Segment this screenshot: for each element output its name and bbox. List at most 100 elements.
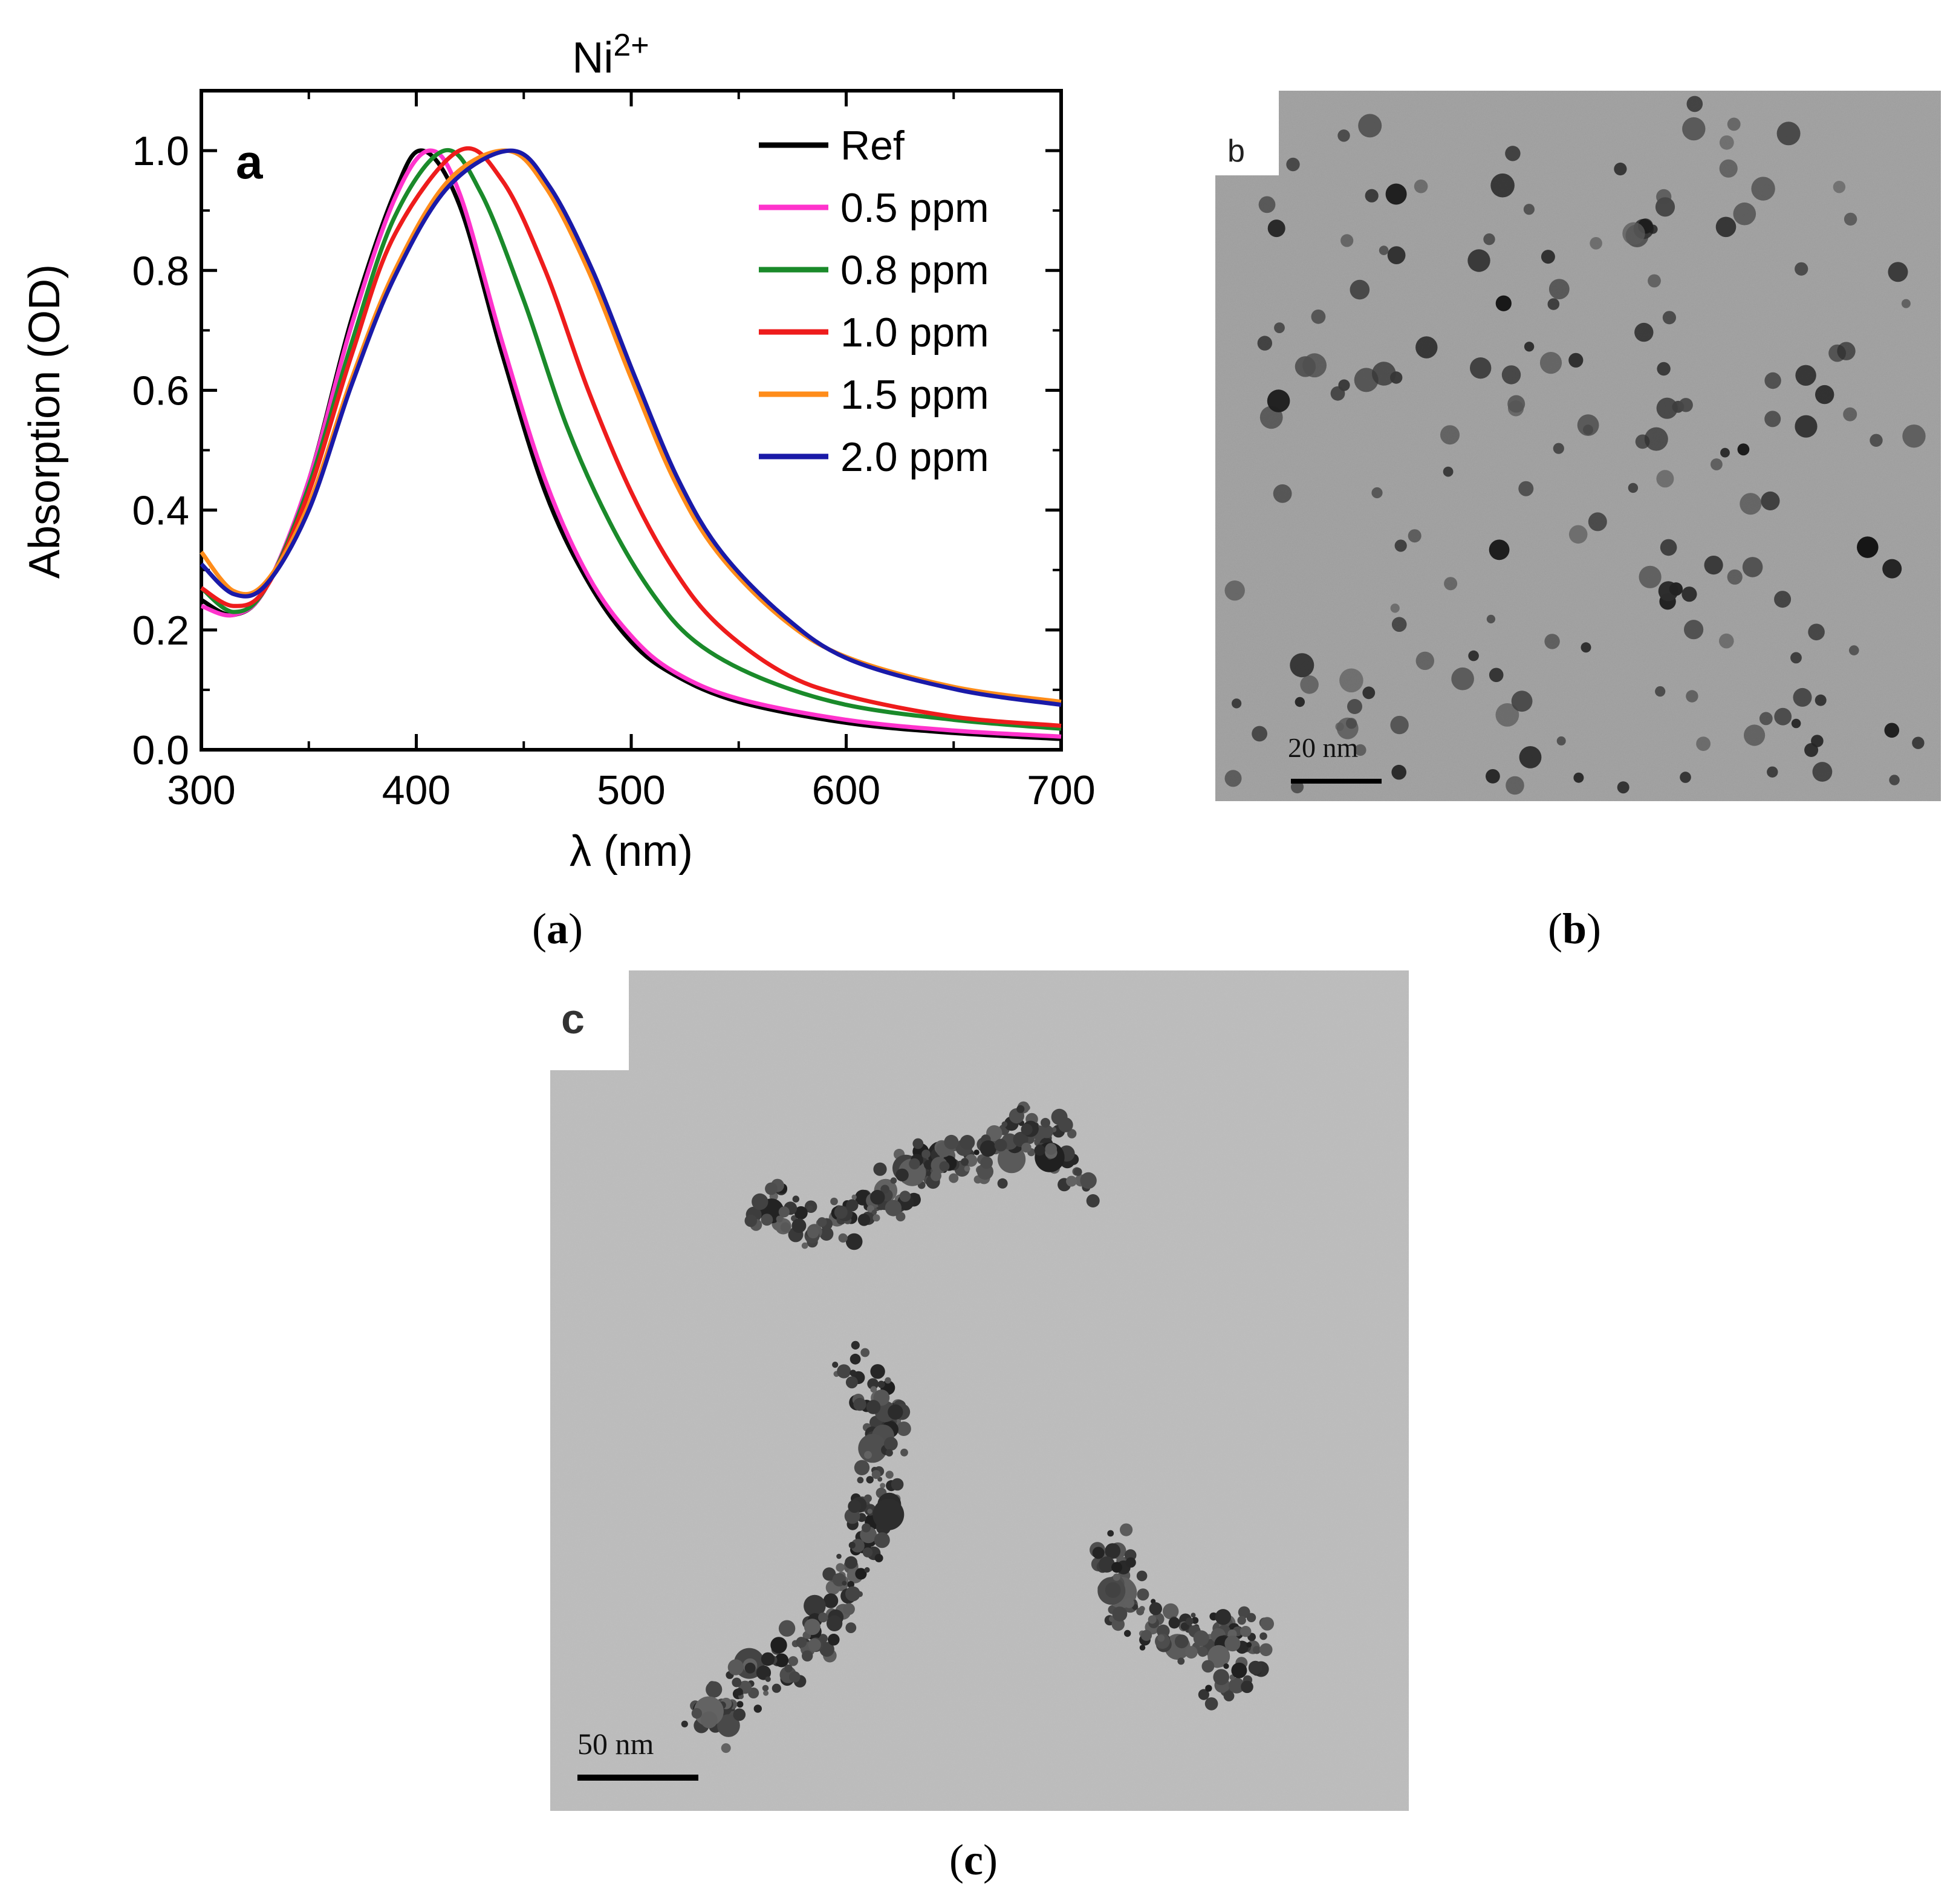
nanoparticle [1506,776,1524,795]
nanoparticle [1274,322,1285,333]
nanoparticle-aggregate [1066,1175,1077,1187]
nanoparticle-aggregate [838,1233,848,1243]
nanoparticle-aggregate [998,1145,1026,1174]
nanoparticle [1715,216,1737,238]
nanoparticle [1257,336,1272,351]
nanoparticle-aggregate [850,1370,857,1377]
nanoparticle-aggregate [899,1191,911,1202]
nanoparticle-aggregate [1259,1643,1273,1657]
nanoparticle-aggregate [855,1568,867,1580]
nanoparticle-aggregate [1246,1613,1256,1622]
nanoparticle [1391,764,1406,780]
nanoparticle-aggregate [1240,1626,1252,1637]
nanoparticle-aggregate [851,1340,860,1350]
nanoparticle-aggregate [874,1532,890,1548]
nanoparticle-aggregate [1260,1617,1274,1631]
nanoparticle-aggregate [804,1619,820,1636]
nanoparticle-aggregate [961,1158,969,1166]
nanoparticle [1764,411,1781,427]
nanoparticle-aggregate [860,1348,870,1357]
nanoparticle-aggregate [853,1397,866,1411]
nanoparticle-aggregate [884,1437,898,1451]
nanoparticle-aggregate [870,1386,877,1393]
nanoparticle-aggregate [761,1214,773,1226]
nanoparticle-aggregate [1124,1629,1131,1637]
nanoparticle-aggregate [830,1197,838,1206]
nanoparticle-aggregate [1112,1607,1128,1622]
nanoparticle-aggregate [847,1581,854,1588]
nanoparticle-aggregate [837,1364,851,1379]
nanoparticle-aggregate [867,1509,872,1514]
nanoparticle-aggregate [944,1134,959,1149]
nanoparticle [1415,651,1434,671]
y-tick-label: 0.6 [132,368,189,414]
nanoparticle [1682,117,1706,141]
nanoparticle [1330,386,1345,401]
nanoparticle-aggregate [960,1135,975,1150]
nanoparticle-aggregate [761,1652,775,1666]
nanoparticle-aggregate [836,1553,842,1559]
nanoparticle-aggregate [994,1139,1007,1152]
nanoparticle [1267,219,1285,238]
nanoparticle-aggregate [778,1206,790,1218]
nanoparticle-aggregate [866,1476,874,1484]
nanoparticle-aggregate [832,1362,839,1368]
nanoparticle [1870,434,1883,447]
nanoparticle [1774,591,1792,608]
nanoparticle-aggregate [834,1205,848,1219]
nanoparticle-aggregate [1139,1645,1146,1651]
y-tick-label: 1.0 [132,128,189,174]
nanoparticle [1884,723,1900,738]
nanoparticle-aggregate [866,1400,881,1414]
nanoparticle-aggregate [877,1380,885,1388]
nanoparticle-aggregate [885,1377,891,1384]
x-tick-label: 600 [812,767,880,813]
nanoparticle-aggregate [1040,1125,1054,1139]
nanoparticle-aggregate [1137,1588,1149,1601]
nanoparticle [1358,114,1382,138]
nanoparticle-aggregate [1105,1543,1121,1559]
nanoparticle-aggregate [1058,1117,1073,1132]
nanoparticle-aggregate [871,1209,877,1215]
nanoparticle [1686,96,1703,112]
nanoparticle-aggregate [980,1140,996,1157]
nanoparticle-aggregate [819,1227,834,1241]
nanoparticle-aggregate [1248,1660,1262,1675]
nanoparticle [1727,569,1743,585]
nanoparticle [1505,146,1521,161]
nanoparticle [1495,703,1519,727]
nanoparticle-aggregate [864,1567,870,1573]
nanoparticle-aggregate [1246,1642,1252,1648]
nanoparticle-aggregate [1136,1570,1148,1582]
tem-c-particles [550,970,1409,1811]
nanoparticle [1362,686,1376,700]
nanoparticle [1486,769,1500,784]
nanoparticle-aggregate [846,1199,859,1212]
nanoparticle [1568,525,1588,544]
nanoparticle [1489,668,1504,683]
y-axis-label: Absorption (OD) [21,264,69,579]
nanoparticle-aggregate [807,1205,813,1211]
nanoparticle-aggregate [1125,1557,1136,1568]
nanoparticle-aggregate [1149,1602,1162,1616]
nanoparticle-aggregate [891,1478,904,1491]
nanoparticle-aggregate [1120,1523,1133,1536]
nanoparticle-aggregate [885,1449,893,1457]
nanoparticle [1548,279,1570,299]
tem-c-scale-bar [577,1775,698,1781]
nanoparticle-aggregate [845,1586,860,1602]
nanoparticle [1311,309,1326,324]
nanoparticle-aggregate [822,1567,836,1581]
nanoparticle-aggregate [1213,1669,1229,1685]
nanoparticle-aggregate [801,1242,808,1249]
nanoparticle [1833,181,1846,193]
nanoparticle [1812,762,1833,782]
nanoparticle [1524,342,1535,352]
nanoparticle [1346,718,1357,729]
nanoparticle-aggregate [1223,1691,1235,1701]
nanoparticle [1470,357,1492,379]
nanoparticle-aggregate [1197,1646,1208,1657]
nanoparticle [1740,493,1762,515]
nanoparticle [1793,687,1812,707]
nanoparticle-aggregate [871,1470,881,1479]
